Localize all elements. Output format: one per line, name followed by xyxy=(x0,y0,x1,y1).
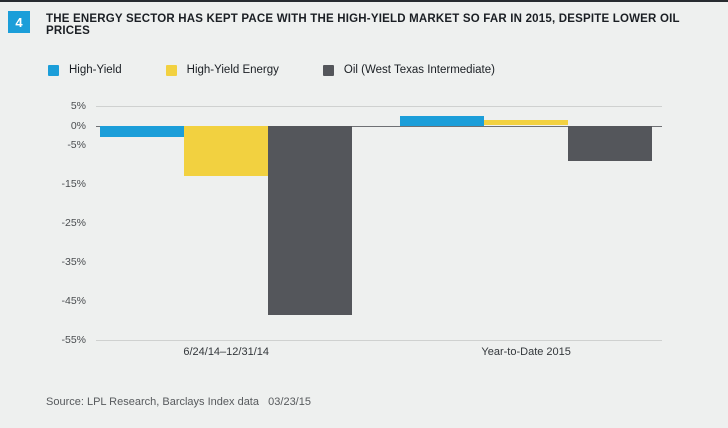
y-tick-label: -35% xyxy=(61,256,86,268)
legend-label: High-Yield xyxy=(69,64,122,76)
bar xyxy=(400,115,485,126)
bar xyxy=(568,125,653,161)
bar xyxy=(484,119,569,126)
gridline xyxy=(96,106,662,107)
y-axis-labels: 5% 0% -5% -15% -25% -35% -45% -55% xyxy=(0,100,86,346)
y-tick-label: -5% xyxy=(67,139,86,151)
legend-item: High-Yield xyxy=(48,64,122,76)
y-tick-label: -25% xyxy=(61,217,86,229)
legend-marker xyxy=(48,64,59,76)
y-tick-label: -45% xyxy=(61,295,86,307)
gridline xyxy=(96,340,662,341)
x-axis-labels: 6/24/14–12/31/14 Year-to-Date 2015 xyxy=(96,346,662,362)
legend-marker xyxy=(322,64,334,76)
figure-number-badge: 4 xyxy=(8,11,30,33)
bar xyxy=(100,125,185,138)
legend: High-Yield High-Yield Energy Oil (West Tex… xyxy=(48,64,495,76)
y-tick-label: 0% xyxy=(70,119,86,132)
source-note: Source: LPL Research, Barclays Index dat… xyxy=(46,396,311,408)
bar xyxy=(268,125,353,315)
y-tick-label: 5% xyxy=(70,100,86,112)
zero-line xyxy=(96,125,662,127)
plot-area xyxy=(96,106,662,341)
legend-marker xyxy=(165,64,177,76)
y-tick-label: -15% xyxy=(61,178,86,190)
bar xyxy=(184,125,269,177)
legend-label: Oil (West Texas Intermediate) xyxy=(343,64,495,76)
x-axis-category-label: 6/24/14–12/31/14 xyxy=(183,346,269,358)
legend-item: Oil (West Texas Intermediate) xyxy=(322,64,495,76)
legend-item: High-Yield Energy xyxy=(165,64,279,76)
legend-label: High-Yield Energy xyxy=(186,64,279,76)
y-tick-label: -55% xyxy=(61,334,86,346)
chart-title: THE ENERGY SECTOR HAS KEPT PACE WITH THE… xyxy=(46,13,680,37)
x-axis-category-label: Year-to-Date 2015 xyxy=(481,346,571,358)
